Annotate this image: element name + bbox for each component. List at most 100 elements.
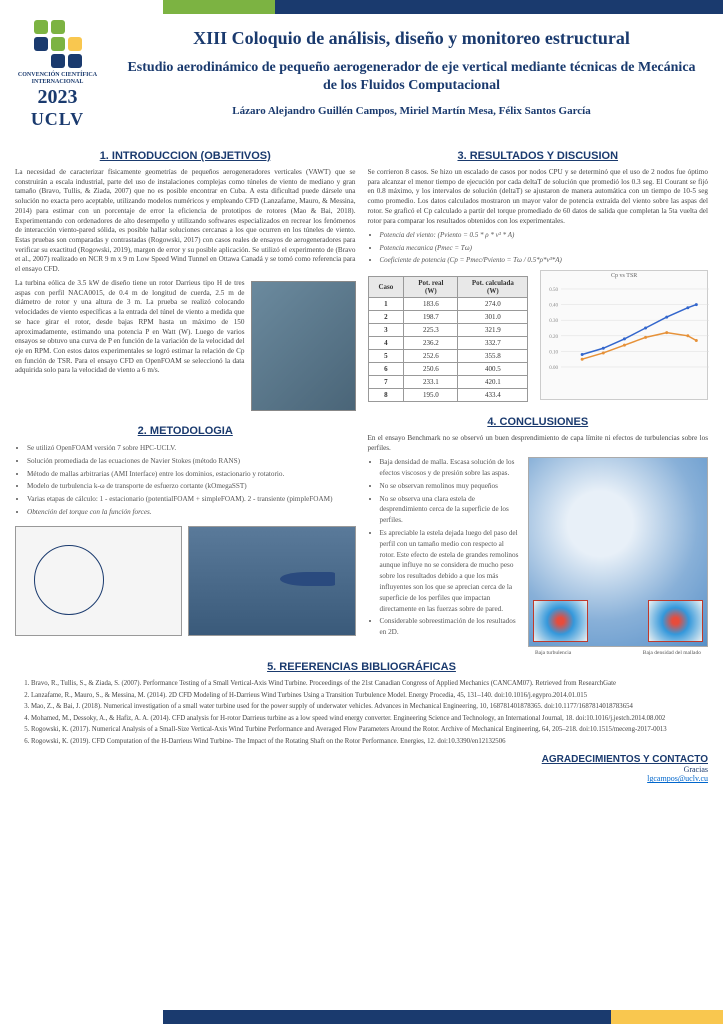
table-cell: 233.1 xyxy=(404,375,458,388)
table-cell: 236.2 xyxy=(404,336,458,349)
table-header: Pot. calculada (W) xyxy=(458,276,528,297)
table-cell: 183.6 xyxy=(404,297,458,310)
method-item: Varias etapas de cálculo: 1 - estacionar… xyxy=(27,494,356,505)
sub-title: Estudio aerodinámico de pequeño aerogene… xyxy=(120,59,703,95)
table-cell: 6 xyxy=(368,362,404,375)
table-cell: 5 xyxy=(368,349,404,362)
contact-email: lgcampos@uclv.cu xyxy=(15,774,708,783)
table-row: 6250.6400.5 xyxy=(368,362,528,375)
formula-cp: Coeficiente de potencia (Cp = Pmec/Pvien… xyxy=(380,255,709,266)
cfd-label-left: Baja turbulencia xyxy=(535,650,571,656)
cfd-visualization: Baja turbulencia Baja densidad del malla… xyxy=(528,457,708,647)
results-paragraph: Se corrieron 8 casos. Se hizo un escalad… xyxy=(368,168,709,226)
formula-mech-power: Potencia mecanica (Pmec = Tω) xyxy=(380,243,709,254)
method-heading: 2. METODOLOGIA xyxy=(15,425,356,437)
reference-item: Rogowski, K. (2017). Numerical Analysis … xyxy=(31,725,708,735)
conclusion-item: No se observa una clara estela de despre… xyxy=(380,494,521,526)
table-cell: 1 xyxy=(368,297,404,310)
references-heading: 5. REFERENCIAS BIBLIOGRÁFICAS xyxy=(15,661,708,673)
poster-content: 1. INTRODUCCION (OBJETIVOS) La necesidad… xyxy=(15,150,708,1004)
conclusions-list: Baja densidad de malla. Escasa solución … xyxy=(368,457,521,638)
logo-label: CONVENCIÓN CIENTÍFICA INTERNACIONAL xyxy=(10,72,105,86)
method-figures xyxy=(15,526,356,636)
right-column: 3. RESULTADOS Y DISCUSION Se corrieron 8… xyxy=(368,150,709,647)
table-header: Caso xyxy=(368,276,404,297)
svg-text:0.40: 0.40 xyxy=(550,303,559,308)
cfd-inset-mesh xyxy=(648,600,703,642)
table-cell: 2 xyxy=(368,310,404,323)
conclusion-item: No se observan remolinos muy pequeños xyxy=(380,481,521,492)
table-row: 4236.2332.7 xyxy=(368,336,528,349)
table-cell: 225.3 xyxy=(404,323,458,336)
logo-institution: UCLV xyxy=(10,109,105,130)
reference-item: Lanzafame, R., Mauro, S., & Messina, M. … xyxy=(31,691,708,701)
table-header: Pot. real (W) xyxy=(404,276,458,297)
chart-title: Cp vs TSR xyxy=(541,271,707,281)
method-list: Se utilizó OpenFOAM versión 7 sobre HPC-… xyxy=(15,443,356,518)
method-item: Se utilizó OpenFOAM versión 7 sobre HPC-… xyxy=(27,443,356,454)
method-item: Modelo de turbulencia k-ω de transporte … xyxy=(27,481,356,492)
table-cell: 400.5 xyxy=(458,362,528,375)
conclusion-item: Considerable sobreestimación de los resu… xyxy=(380,616,521,638)
svg-text:0.10: 0.10 xyxy=(550,350,559,355)
table-cell: 332.7 xyxy=(458,336,528,349)
table-cell: 4 xyxy=(368,336,404,349)
table-cell: 7 xyxy=(368,375,404,388)
svg-text:0.20: 0.20 xyxy=(550,335,559,340)
reference-item: Mao, Z., & Bai, J. (2018). Numerical inv… xyxy=(31,702,708,712)
cfd-label-right: Baja densidad del mallado xyxy=(643,650,701,656)
results-table: CasoPot. real (W)Pot. calculada (W) 1183… xyxy=(368,276,529,402)
conclusion-item: Es apreciable la estela dejada luego del… xyxy=(380,528,521,614)
table-cell: 250.6 xyxy=(404,362,458,375)
table-cell: 355.8 xyxy=(458,349,528,362)
thanks-heading: AGRADECIMIENTOS Y CONTACTO xyxy=(15,754,708,765)
method-item: Método de mallas arbitrarias (AMI Interf… xyxy=(27,469,356,480)
table-cell: 301.0 xyxy=(458,310,528,323)
table-cell: 252.6 xyxy=(404,349,458,362)
table-cell: 8 xyxy=(368,388,404,401)
top-border xyxy=(163,0,723,14)
svg-text:0.50: 0.50 xyxy=(550,288,559,293)
intro-paragraph-1: La necesidad de caracterizar físicamente… xyxy=(15,168,356,275)
thanks-text: Gracias xyxy=(15,765,708,774)
table-cell: 3 xyxy=(368,323,404,336)
intro-heading: 1. INTRODUCCION (OBJETIVOS) xyxy=(15,150,356,162)
references-list: Bravo, R., Tullis, S., & Ziada, S. (2007… xyxy=(15,679,708,746)
table-row: 5252.6355.8 xyxy=(368,349,528,362)
authors: Lázaro Alejandro Guillén Campos, Miriel … xyxy=(120,105,703,117)
references-section: 5. REFERENCIAS BIBLIOGRÁFICAS Bravo, R.,… xyxy=(15,661,708,746)
method-item: Obtención del torque con la función forc… xyxy=(27,507,356,518)
table-cell: 420.1 xyxy=(458,375,528,388)
main-title: XIII Coloquio de análisis, diseño y moni… xyxy=(120,28,703,49)
table-row: 8195.0433.4 xyxy=(368,388,528,401)
table-cell: 195.0 xyxy=(404,388,458,401)
table-row: 7233.1420.1 xyxy=(368,375,528,388)
table-cell: 198.7 xyxy=(404,310,458,323)
table-cell: 321.9 xyxy=(458,323,528,336)
wind-tunnel-photo xyxy=(251,281,356,411)
poster-header: XIII Coloquio de análisis, diseño y moni… xyxy=(120,28,703,117)
acknowledgements: AGRADECIMIENTOS Y CONTACTO Gracias lgcam… xyxy=(15,754,708,783)
bottom-border xyxy=(163,1010,723,1024)
conclusions-intro: En el ensayo Benchmark no se observó un … xyxy=(368,434,709,453)
conclusion-item: Baja densidad de malla. Escasa solución … xyxy=(380,457,521,479)
svg-text:0.30: 0.30 xyxy=(550,319,559,324)
table-row: 2198.7301.0 xyxy=(368,310,528,323)
conclusions-heading: 4. CONCLUSIONES xyxy=(368,416,709,428)
svg-text:0.00: 0.00 xyxy=(550,366,559,371)
left-column: 1. INTRODUCCION (OBJETIVOS) La necesidad… xyxy=(15,150,356,647)
results-heading: 3. RESULTADOS Y DISCUSION xyxy=(368,150,709,162)
method-item: Solución promediada de las ecuaciones de… xyxy=(27,456,356,467)
logo-year: 2023 xyxy=(10,86,105,109)
reference-item: Mohamed, M., Dessoky, A., & Hafiz, A. A.… xyxy=(31,714,708,724)
reference-item: Bravo, R., Tullis, S., & Ziada, S. (2007… xyxy=(31,679,708,689)
airfoil-mesh-figure xyxy=(188,526,355,636)
results-formulas: Potencia del viento: (Pviento = 0.5 * ρ … xyxy=(368,230,709,266)
mesh-domain-figure xyxy=(15,526,182,636)
cp-tsr-chart: Cp vs TSR 0.00 0.10 0.20 0.30 0.40 0.50 xyxy=(540,270,708,400)
table-cell: 274.0 xyxy=(458,297,528,310)
formula-wind-power: Potencia del viento: (Pviento = 0.5 * ρ … xyxy=(380,230,709,241)
table-cell: 433.4 xyxy=(458,388,528,401)
cfd-inset-turbulence xyxy=(533,600,588,642)
table-row: 3225.3321.9 xyxy=(368,323,528,336)
